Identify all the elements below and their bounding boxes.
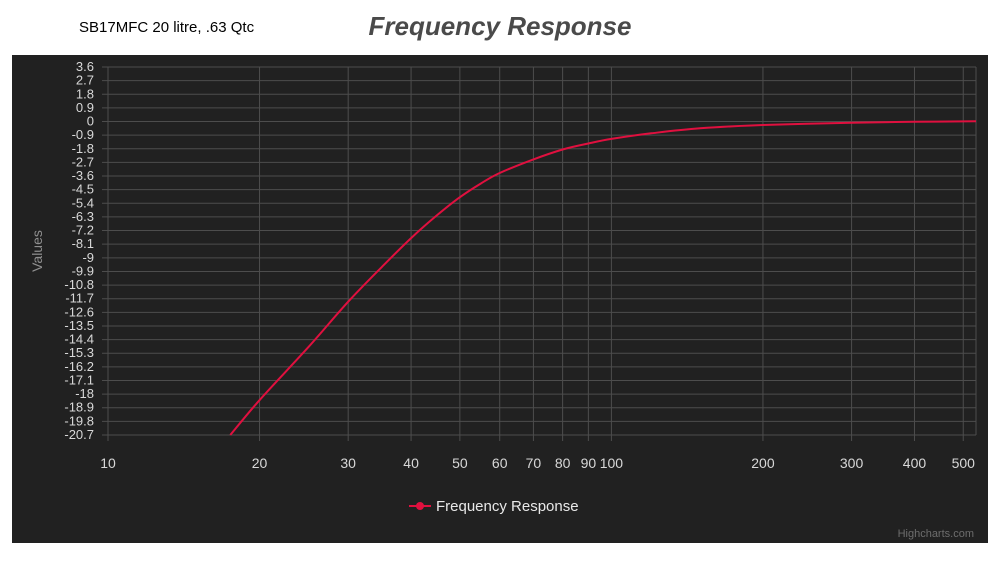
y-tick-label: -18 <box>75 386 94 401</box>
chart-panel: 3.6 2.7 1.8 0.9 0 -0.9 -1.8 -2.7 -3.6 -4.5 -5.4 -6.… <box>12 55 988 543</box>
y-tick-label: -20.7 <box>64 427 94 442</box>
y-tick-label: -3.6 <box>72 168 94 183</box>
y-tick-label: -15.3 <box>64 345 94 360</box>
credits-link[interactable]: Highcharts.com <box>898 528 974 540</box>
y-tick-label: -19.8 <box>64 413 94 428</box>
y-tick-label: -1.8 <box>72 141 94 156</box>
y-tick-label: -6.3 <box>72 209 94 224</box>
x-tick-label: 70 <box>526 455 542 471</box>
x-tick-labels: 10 20 30 40 50 60 70 80 90 100 200 300 400 500 <box>100 455 975 471</box>
y-gridlines <box>102 66 976 436</box>
y-tick-label: -5.4 <box>72 195 94 210</box>
y-tick-label: 0.9 <box>76 100 94 115</box>
y-tick-label: -13.5 <box>64 318 94 333</box>
x-tick-label: 300 <box>840 455 864 471</box>
y-tick-label: -9 <box>82 250 94 265</box>
x-tick-label: 90 <box>581 455 597 471</box>
y-tick-label: 1.8 <box>76 86 94 101</box>
x-tick-label: 100 <box>600 455 624 471</box>
y-tick-label: -12.6 <box>64 304 94 319</box>
y-axis-title: Values <box>29 230 45 272</box>
legend-label[interactable]: Frequency Response <box>436 498 579 515</box>
y-tick-label: 2.7 <box>76 73 94 88</box>
y-tick-label: -2.7 <box>72 154 94 169</box>
y-tick-label: -18.9 <box>64 400 94 415</box>
y-tick-label: -10.8 <box>64 277 94 292</box>
y-tick-label: -14.4 <box>64 332 94 347</box>
y-tick-label: -11.7 <box>65 291 94 306</box>
chart-subtitle: SB17MFC 20 litre, .63 Qtc <box>79 19 255 36</box>
y-tick-label: -16.2 <box>64 359 94 374</box>
x-tick-label: 400 <box>903 455 927 471</box>
chart-title: Frequency Response <box>368 11 632 41</box>
x-tick-label: 30 <box>340 455 356 471</box>
x-tick-label: 50 <box>452 455 468 471</box>
x-tick-label: 20 <box>252 455 268 471</box>
series-line-frequency-response[interactable] <box>229 120 977 436</box>
x-tick-label: 40 <box>403 455 419 471</box>
y-tick-label: -4.5 <box>72 182 94 197</box>
y-tick-label: -9.9 <box>72 263 94 278</box>
x-tick-label: 200 <box>751 455 775 471</box>
chart-svg: 3.62.71.80.90-0.9-1.8-2.7-3.6-4.5-5.4-6.… <box>29 59 977 540</box>
x-tick-label: 60 <box>492 455 508 471</box>
x-tick-label: 500 <box>952 455 976 471</box>
x-tick-label: 10 <box>100 455 116 471</box>
legend[interactable]: Frequency Response <box>409 498 579 515</box>
y-tick-label: -8.1 <box>72 236 94 251</box>
y-tick-labels: 3.62.71.80.90-0.9-1.8-2.7-3.6-4.5-5.4-6.… <box>64 59 94 442</box>
y-tick-label: 3.6 <box>76 59 94 74</box>
y-tick-label: -7.2 <box>72 223 94 238</box>
x-gridlines <box>107 67 977 441</box>
x-tick-label: 80 <box>555 455 571 471</box>
y-tick-label: 0 <box>87 114 94 129</box>
y-tick-label: -17.1 <box>64 372 94 387</box>
legend-dot-marker <box>416 502 424 510</box>
y-tick-label: -0.9 <box>72 127 94 142</box>
